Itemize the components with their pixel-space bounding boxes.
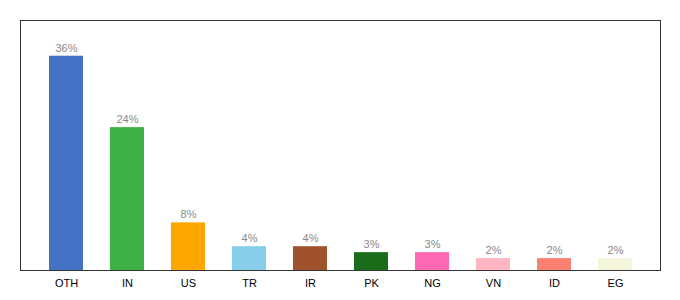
svg-text:3%: 3% — [364, 238, 380, 250]
svg-text:2%: 2% — [547, 244, 563, 256]
svg-text:EG: EG — [608, 277, 624, 289]
svg-text:VN: VN — [486, 277, 501, 289]
svg-text:PK: PK — [364, 277, 379, 289]
svg-text:IR: IR — [305, 277, 316, 289]
svg-text:IN: IN — [122, 277, 133, 289]
svg-text:2%: 2% — [608, 244, 624, 256]
svg-text:US: US — [181, 277, 196, 289]
svg-text:2%: 2% — [486, 244, 502, 256]
svg-text:ID: ID — [549, 277, 560, 289]
svg-text:8%: 8% — [181, 208, 197, 220]
svg-text:TR: TR — [242, 277, 257, 289]
svg-text:36%: 36% — [55, 42, 77, 54]
svg-text:3%: 3% — [425, 238, 441, 250]
svg-text:4%: 4% — [242, 232, 258, 244]
svg-text:4%: 4% — [303, 232, 319, 244]
svg-text:OTH: OTH — [55, 277, 78, 289]
svg-text:24%: 24% — [116, 113, 138, 125]
svg-text:NG: NG — [424, 277, 441, 289]
